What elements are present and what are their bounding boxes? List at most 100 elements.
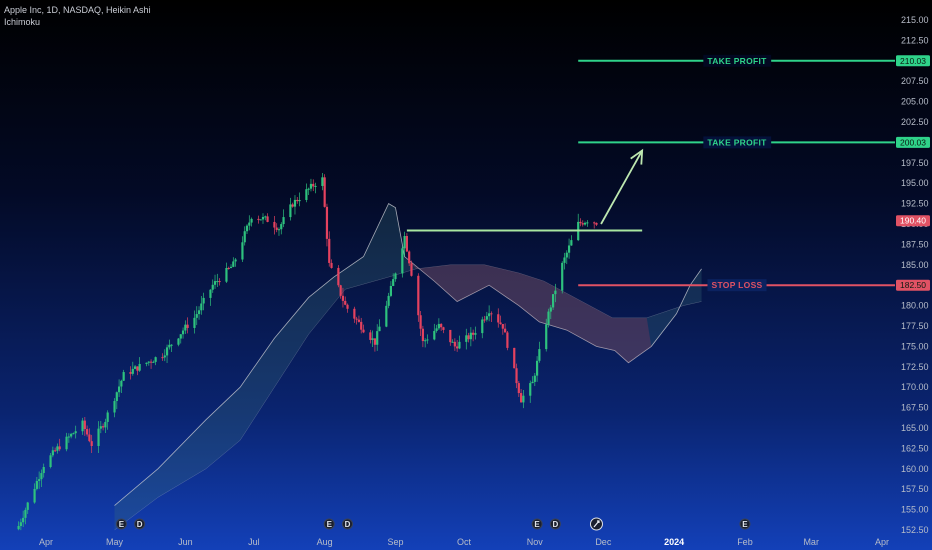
candle (481, 316, 484, 339)
cloud-fill-bear (404, 256, 652, 363)
y-tick-label: 160.00 (901, 464, 929, 474)
candle (277, 227, 281, 236)
earnings-event-icon: E (323, 518, 335, 530)
svg-text:E: E (119, 520, 125, 529)
candle (353, 306, 356, 323)
candle (360, 317, 363, 334)
candle (394, 272, 397, 282)
candle (147, 361, 150, 366)
y-tick-label: 162.50 (901, 443, 929, 453)
candle (51, 446, 54, 458)
y-tick-label: 185.00 (901, 260, 929, 270)
symbol-title[interactable]: Apple Inc, 1D, NASDAQ, Heikin Ashi (4, 5, 151, 15)
candle (330, 259, 333, 269)
stop_loss-price-tag: 182.50 (896, 279, 930, 291)
y-tick-label: 195.00 (901, 178, 929, 188)
y-tick-label: 192.50 (901, 199, 929, 209)
candle (433, 323, 436, 341)
candle (339, 284, 342, 299)
candle (202, 292, 205, 311)
candle (165, 344, 169, 364)
candle (289, 197, 292, 221)
candle (321, 173, 324, 191)
candle (581, 220, 584, 227)
indicator-name[interactable]: Ichimoku (4, 17, 41, 27)
price-tags: 210.03 200.03 182.50 190.40 (896, 55, 930, 291)
y-tick-label: 155.00 (901, 505, 929, 515)
y-tick-label: 157.50 (901, 484, 929, 494)
candle (35, 476, 38, 491)
y-tick-label: 205.00 (901, 97, 929, 107)
candle (129, 366, 132, 380)
x-tick-label: Oct (457, 537, 472, 547)
candle (298, 192, 301, 207)
candle (567, 238, 571, 259)
svg-text:200.03: 200.03 (900, 137, 926, 147)
candle (19, 518, 22, 531)
candle (357, 315, 361, 323)
candle (24, 507, 27, 525)
take_profit_2-price-tag: 210.03 (896, 55, 930, 67)
candle (90, 434, 93, 454)
candle (149, 359, 153, 369)
y-tick-label: 177.50 (901, 321, 929, 331)
candle (586, 220, 589, 227)
take_profit_1-label: TAKE PROFIT (707, 137, 767, 147)
candle (163, 349, 166, 362)
candle (506, 330, 509, 351)
candle (257, 215, 260, 224)
y-tick-label: 167.50 (901, 403, 929, 413)
candle (40, 469, 43, 487)
candle (117, 379, 121, 398)
candle (328, 231, 331, 267)
candle (378, 319, 381, 332)
candle (387, 292, 390, 309)
candle (483, 315, 486, 323)
candle (554, 283, 557, 303)
candle (362, 324, 365, 334)
candle (234, 257, 237, 267)
candle (261, 213, 265, 224)
projection-arrow-group (600, 148, 644, 225)
candle (579, 218, 582, 227)
candle (563, 252, 566, 270)
candle (273, 216, 276, 235)
candle (595, 222, 598, 227)
candle (522, 389, 525, 409)
candle (501, 323, 504, 335)
candle (467, 332, 470, 343)
candles (17, 173, 598, 531)
candle (469, 327, 472, 347)
candle (426, 334, 429, 344)
svg-text:E: E (742, 520, 748, 529)
x-tick-label: Jun (178, 537, 193, 547)
y-tick-label: 152.50 (901, 525, 929, 535)
ichimoku-cloud (114, 203, 702, 531)
candle (26, 501, 29, 514)
candle (421, 325, 424, 348)
svg-text:E: E (327, 520, 333, 529)
candle (355, 316, 358, 325)
x-tick-label: Mar (803, 537, 819, 547)
candle (280, 222, 283, 235)
candle (314, 182, 317, 194)
candle (309, 178, 313, 192)
candle (245, 224, 249, 235)
candle (97, 421, 100, 454)
candle (517, 381, 520, 397)
earnings-event-icon: E (739, 518, 751, 530)
candle (497, 308, 500, 328)
candle (513, 347, 516, 369)
candle (65, 432, 68, 452)
candle (305, 183, 308, 203)
candle (474, 326, 477, 340)
candle (83, 416, 86, 436)
candle (74, 425, 77, 439)
candle (549, 304, 552, 320)
candle (232, 257, 235, 268)
candle (499, 315, 502, 325)
candle (535, 356, 539, 382)
candle (58, 438, 61, 452)
y-tick-label: 215.00 (901, 15, 929, 25)
